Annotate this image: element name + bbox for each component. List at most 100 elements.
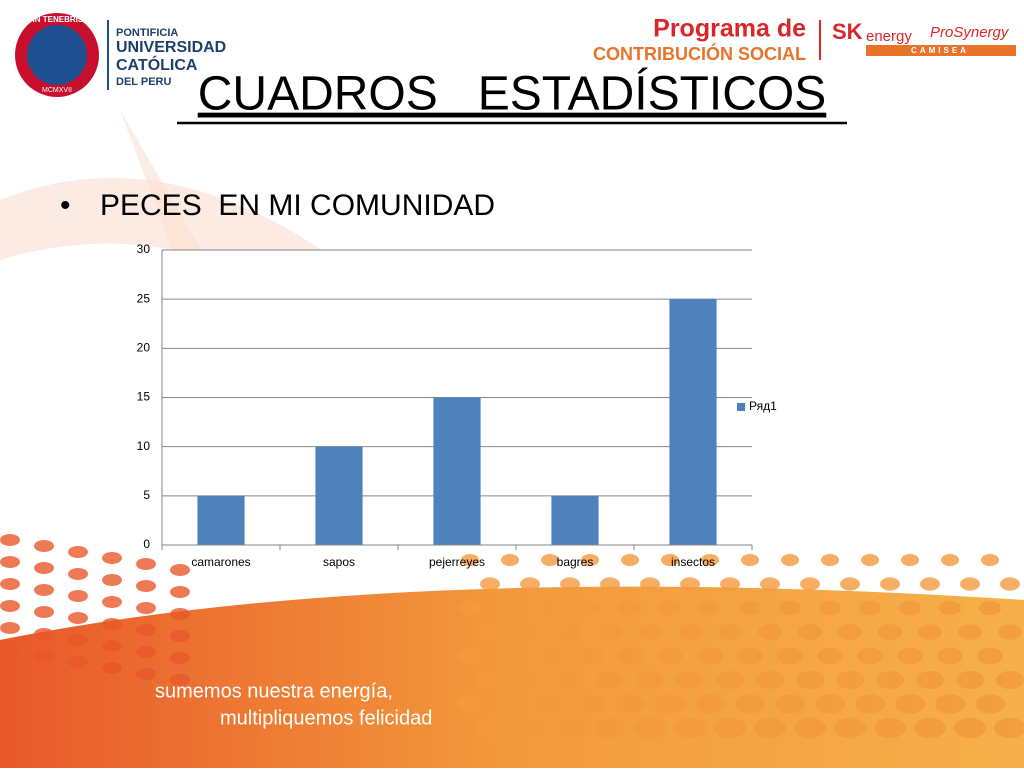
dot (497, 647, 523, 665)
dot (170, 564, 190, 576)
dot (655, 694, 685, 714)
dot (541, 554, 559, 566)
dot (102, 552, 122, 564)
dot (981, 554, 999, 566)
dot (102, 662, 122, 674)
dot-pattern (0, 534, 1024, 739)
dot (840, 577, 860, 591)
dot (560, 577, 580, 591)
dot (897, 647, 923, 665)
sk-energy: energy (866, 28, 912, 45)
dot (918, 624, 942, 640)
x-tick-label: sapos (323, 555, 355, 569)
dot (554, 717, 586, 739)
dot (956, 671, 984, 689)
sk-logo: SK (832, 19, 863, 44)
dot (859, 600, 881, 616)
dot (737, 647, 763, 665)
x-tick-label: insectos (671, 555, 715, 569)
dot (34, 540, 54, 552)
dot (537, 647, 563, 665)
dot (716, 671, 744, 689)
dot (701, 554, 719, 566)
y-tick-label: 30 (137, 242, 151, 256)
dot (594, 717, 626, 739)
dot (878, 624, 902, 640)
dot (0, 644, 20, 656)
dot (876, 671, 904, 689)
dot (798, 624, 822, 640)
dot (781, 554, 799, 566)
dot (796, 671, 824, 689)
dot (600, 577, 620, 591)
bullet-text: PECES EN MI COMUNIDAD (100, 189, 495, 222)
dot (815, 694, 845, 714)
dot (68, 546, 88, 558)
logo-motto: ET LUX IN TENEBRIS LUCET (2, 15, 112, 24)
dot (718, 624, 742, 640)
dot (739, 600, 761, 616)
program-text: Programa de (653, 15, 806, 43)
dot (855, 694, 885, 714)
decoration (0, 177, 420, 360)
dot (659, 600, 681, 616)
legend-swatch (737, 403, 745, 411)
dot (777, 647, 803, 665)
dot (661, 554, 679, 566)
dot (834, 717, 866, 739)
dot (937, 647, 963, 665)
bar (551, 495, 599, 545)
dot (975, 694, 1005, 714)
dot (34, 584, 54, 596)
slide-title: CUADROS ESTADÍSTICOS (198, 68, 827, 121)
logo-text: CATÓLICA (116, 55, 198, 74)
dot (935, 694, 965, 714)
legend-label: Ряд1 (749, 399, 777, 413)
dot (575, 694, 605, 714)
y-tick-label: 15 (137, 390, 151, 404)
dot (996, 671, 1024, 689)
dot (596, 671, 624, 689)
dot (136, 580, 156, 592)
dot (954, 717, 986, 739)
dot (170, 674, 190, 686)
dot (136, 624, 156, 636)
dot (170, 586, 190, 598)
dot (136, 646, 156, 658)
dot (34, 628, 54, 640)
dot (861, 554, 879, 566)
dot (617, 647, 643, 665)
dot (760, 577, 780, 591)
dot (474, 717, 506, 739)
dot (916, 671, 944, 689)
dot (657, 647, 683, 665)
dot (779, 600, 801, 616)
dot (68, 612, 88, 624)
dot (170, 608, 190, 620)
dot (697, 647, 723, 665)
dot (136, 558, 156, 570)
dot (34, 562, 54, 574)
logo-seal-inner (27, 25, 87, 85)
dot (640, 577, 660, 591)
x-tick-label: bagres (557, 555, 594, 569)
logo-year: MCMXVII (42, 87, 72, 94)
dot (459, 600, 481, 616)
y-tick-label: 0 (143, 537, 150, 551)
dot (102, 574, 122, 586)
dot (461, 554, 479, 566)
dot (960, 577, 980, 591)
dot (581, 554, 599, 566)
dot (775, 694, 805, 714)
dot (68, 590, 88, 602)
dot (520, 577, 540, 591)
dot (0, 622, 20, 634)
dot (800, 577, 820, 591)
dot (0, 600, 20, 612)
dot (754, 717, 786, 739)
dot (136, 602, 156, 614)
dot (821, 554, 839, 566)
dot (34, 650, 54, 662)
dot (556, 671, 584, 689)
